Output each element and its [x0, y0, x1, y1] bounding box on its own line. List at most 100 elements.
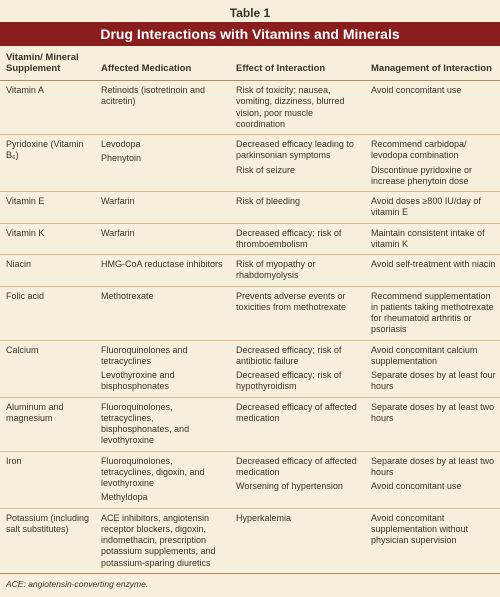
cell-supplement: Potassium (including salt substitutes) [0, 508, 95, 573]
effect-text: Decreased efficacy; risk of antibiotic f… [236, 345, 341, 366]
col-header-management: Management of Interaction [365, 46, 500, 81]
table-row: Folic acid Methotrexate Prevents adverse e… [0, 286, 500, 340]
med-text: ACE inhibitors, angiotensin receptor blo… [101, 513, 216, 568]
cell-effect: Decreased efficacy leading to parkinsoni… [230, 135, 365, 192]
med-text: Fluoroquinolones, tetracyclines, bisphos… [101, 402, 189, 446]
cell-medication: Retinoids (isotretinoin and acitretin) [95, 81, 230, 135]
cell-supplement: Vitamin A [0, 81, 95, 135]
col-header-medication: Affected Medication [95, 46, 230, 81]
med-text: Fluoroquinolones and tetracyclines [101, 345, 188, 366]
mgmt-text: Avoid doses ≥800 IU/day of vitamin E [371, 196, 481, 217]
effect-text: Risk of seizure [236, 165, 361, 176]
mgmt-text: Avoid concomitant calcium supplementatio… [371, 345, 477, 366]
table-row: Potassium (including salt substitutes)AC… [0, 508, 500, 573]
table-row: IronFluoroquinolones, tetracyclines, dig… [0, 451, 500, 508]
mgmt-text: Separate doses by at least two hours [371, 456, 494, 477]
effect-text: Decreased efficacy; risk of hypothyroidi… [236, 370, 361, 393]
mgmt-text: Avoid concomitant use [371, 481, 496, 492]
table-row: Vitamin K Warfarin Decreased efficacy; ris… [0, 223, 500, 255]
cell-management: Recommend carbidopa/ levodopa combinatio… [365, 135, 500, 192]
mgmt-text: Avoid self-treatment with niacin [371, 259, 495, 269]
cell-supplement: Vitamin K [0, 223, 95, 255]
cell-management: Avoid doses ≥800 IU/day of vitamin E [365, 192, 500, 224]
effect-text: Risk of bleeding [236, 196, 300, 206]
effect-text: Decreased efficacy leading to parkinsoni… [236, 139, 354, 160]
col-header-effect: Effect of Interaction [230, 46, 365, 81]
effect-text: Hyperkalemia [236, 513, 291, 523]
cell-management: Avoid concomitant use [365, 81, 500, 135]
cell-management: Separate doses by at least two hours Avoi… [365, 451, 500, 508]
effect-text: Worsening of hypertension [236, 481, 361, 492]
effect-text: Risk of myopathy or rhabdomyolysis [236, 259, 316, 280]
cell-supplement: Vitamin E [0, 192, 95, 224]
cell-management: Avoid concomitant calcium supplementatio… [365, 340, 500, 397]
cell-effect: Risk of myopathy or rhabdomyolysis [230, 255, 365, 287]
cell-medication: Warfarin [95, 192, 230, 224]
cell-management: Recommend supplementation in patients ta… [365, 286, 500, 340]
mgmt-text: Avoid concomitant supplementation withou… [371, 513, 468, 546]
cell-medication: Levodopa Phenytoin [95, 135, 230, 192]
mgmt-text: Recommend carbidopa/ levodopa combinatio… [371, 139, 467, 160]
mgmt-text: Avoid concomitant use [371, 85, 461, 95]
footnote: ACE: angiotensin-converting enzyme. [0, 574, 500, 597]
cell-effect: Decreased efficacy; risk of thromboembol… [230, 223, 365, 255]
cell-medication: HMG-CoA reductase inhibitors [95, 255, 230, 287]
cell-supplement: Folic acid [0, 286, 95, 340]
table-label: Table 1 [0, 6, 500, 20]
med-text: Fluoroquinolones, tetracyclines, digoxin… [101, 456, 205, 489]
cell-supplement: Iron [0, 451, 95, 508]
effect-text: Decreased efficacy; risk of thromboembol… [236, 228, 341, 249]
med-text: Phenytoin [101, 153, 226, 164]
mgmt-text: Recommend supplementation in patients ta… [371, 291, 494, 335]
cell-effect: Risk of bleeding [230, 192, 365, 224]
cell-medication: Warfarin [95, 223, 230, 255]
cell-supplement: Pyridoxine (Vitamin B₆) [0, 135, 95, 192]
cell-effect: Decreased efficacy of affected medicatio… [230, 451, 365, 508]
cell-medication: Fluoroquinolones, tetracyclines, bisphos… [95, 397, 230, 451]
title-block: Table 1 [0, 0, 500, 22]
cell-management: Separate doses by at least two hours [365, 397, 500, 451]
med-text: Retinoids (isotretinoin and acitretin) [101, 85, 205, 106]
banner-title: Drug Interactions with Vitamins and Mine… [0, 22, 500, 46]
cell-supplement: Aluminum and magnesium [0, 397, 95, 451]
cell-management: Avoid self-treatment with niacin [365, 255, 500, 287]
header-row: Vitamin/ Mineral Supplement Affected Med… [0, 46, 500, 81]
effect-text: Decreased efficacy of affected medicatio… [236, 456, 357, 477]
cell-medication: Methotrexate [95, 286, 230, 340]
effect-text: Decreased efficacy of affected medicatio… [236, 402, 357, 423]
med-text: Warfarin [101, 196, 135, 206]
med-text: Levothyroxine and bisphosphonates [101, 370, 226, 393]
table-row: CalciumFluoroquinolones and tetracycline… [0, 340, 500, 397]
cell-management: Avoid concomitant supplementation withou… [365, 508, 500, 573]
cell-effect: Decreased efficacy; risk of antibiotic f… [230, 340, 365, 397]
med-text: Methotrexate [101, 291, 154, 301]
med-text: HMG-CoA reductase inhibitors [101, 259, 223, 269]
cell-medication: ACE inhibitors, angiotensin receptor blo… [95, 508, 230, 573]
mgmt-text: Maintain consistent intake of vitamin K [371, 228, 485, 249]
table-row: Pyridoxine (Vitamin B₆) Levodopa Phenytoin… [0, 135, 500, 192]
med-text: Warfarin [101, 228, 135, 238]
table-container: Table 1 Drug Interactions with Vitamins … [0, 0, 500, 597]
cell-supplement: Niacin [0, 255, 95, 287]
mgmt-text: Separate doses by at least four hours [371, 370, 496, 393]
table-row: Niacin HMG-CoA reductase inhibitors Risk o… [0, 255, 500, 287]
cell-effect: Prevents adverse events or toxicities fr… [230, 286, 365, 340]
cell-supplement: Calcium [0, 340, 95, 397]
cell-effect: Decreased efficacy of affected medicatio… [230, 397, 365, 451]
mgmt-text: Discontinue pyridoxine or increase pheny… [371, 165, 496, 188]
mgmt-text: Separate doses by at least two hours [371, 402, 494, 423]
cell-effect: Risk of toxicity; nausea, vomiting, dizz… [230, 81, 365, 135]
cell-medication: Fluoroquinolones, tetracyclines, digoxin… [95, 451, 230, 508]
effect-text: Risk of toxicity; nausea, vomiting, dizz… [236, 85, 345, 129]
table-row: Vitamin A Retinoids (isotretinoin and aci… [0, 81, 500, 135]
effect-text: Prevents adverse events or toxicities fr… [236, 291, 346, 312]
interactions-table: Vitamin/ Mineral Supplement Affected Med… [0, 46, 500, 574]
table-row: Vitamin E Warfarin Risk of bleeding Avoid d… [0, 192, 500, 224]
cell-effect: Hyperkalemia [230, 508, 365, 573]
cell-management: Maintain consistent intake of vitamin K [365, 223, 500, 255]
col-header-supplement: Vitamin/ Mineral Supplement [0, 46, 95, 81]
table-body: Vitamin A Retinoids (isotretinoin and aci… [0, 81, 500, 574]
cell-medication: Fluoroquinolones and tetracyclines Levoth… [95, 340, 230, 397]
med-text: Levodopa [101, 139, 141, 149]
table-row: Aluminum and magnesiumFluoroquinolones, … [0, 397, 500, 451]
